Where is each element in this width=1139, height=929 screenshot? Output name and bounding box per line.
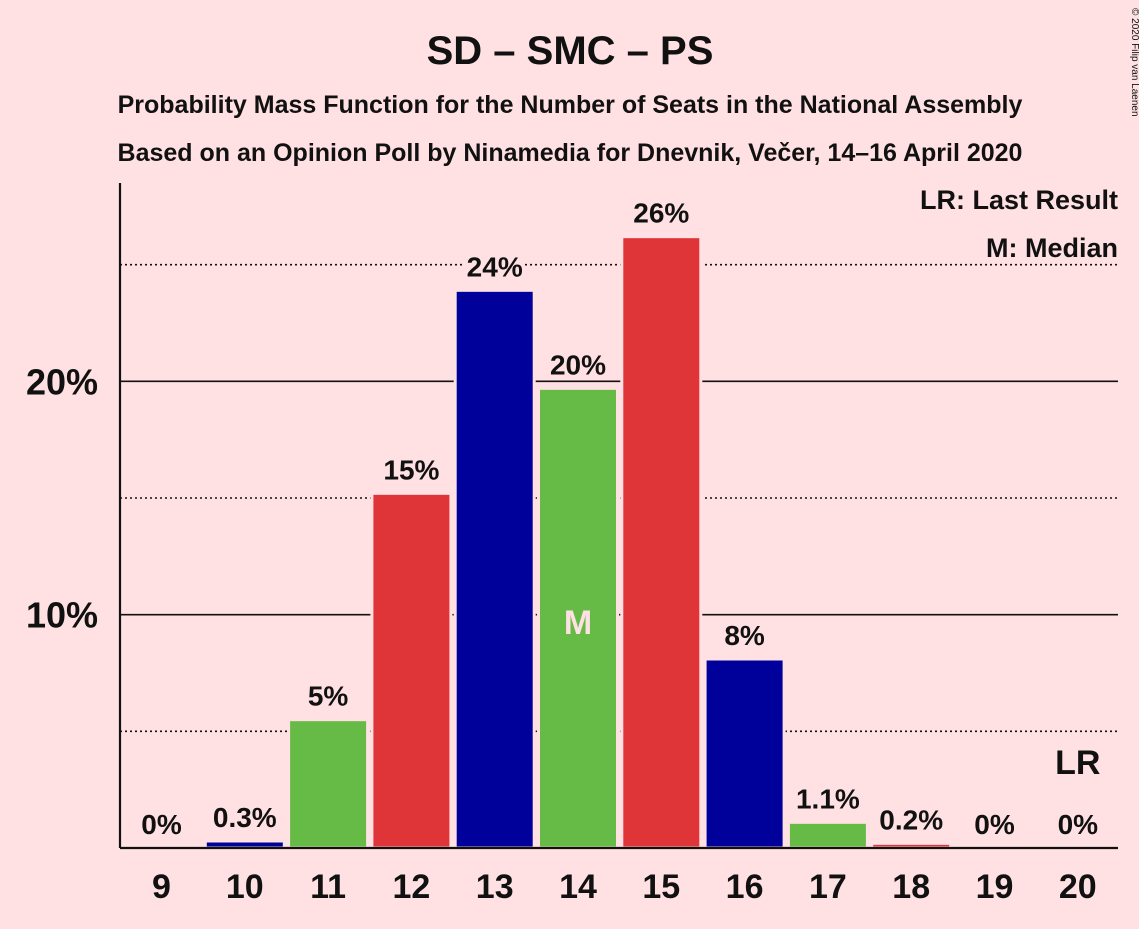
bar-seats-15 — [620, 235, 703, 850]
bar-value-label: 0.2% — [879, 804, 943, 835]
x-tick-label: 17 — [809, 868, 847, 906]
bar-seats-11 — [287, 718, 370, 850]
bar-value-label: 20% — [550, 349, 606, 380]
copyright-text: © 2020 Filip van Laenen — [1129, 8, 1139, 117]
x-tick-label: 20 — [1059, 868, 1097, 906]
x-tick-label: 11 — [310, 868, 346, 906]
x-tick-label: 10 — [226, 868, 264, 906]
bar-value-label: 0% — [1058, 809, 1099, 840]
x-tick-label: 18 — [892, 868, 930, 906]
x-tick-label: 16 — [726, 868, 764, 906]
y-tick-label: 20% — [26, 361, 98, 402]
bar-value-label: 15% — [383, 454, 439, 485]
bar-seats-12 — [370, 491, 453, 850]
bar-value-label: 0% — [141, 809, 182, 840]
x-tick-label: 12 — [392, 868, 430, 906]
bar-value-label: 5% — [308, 681, 349, 712]
x-tick-label: 13 — [476, 868, 514, 906]
bar-value-label: 0.3% — [213, 802, 277, 833]
x-tick-label: 14 — [559, 868, 597, 906]
legend-median: M: Median — [986, 233, 1118, 263]
last-result-marker: LR — [1055, 744, 1100, 782]
chart-subtitle-1: Probability Mass Function for the Number… — [118, 91, 1023, 119]
bar-value-label: 26% — [633, 198, 689, 229]
bar-value-label: 0% — [974, 809, 1015, 840]
bar-seats-14 — [537, 386, 619, 850]
y-tick-label: 10% — [26, 595, 98, 636]
legend-last-result: LR: Last Result — [920, 185, 1118, 215]
x-tick-label: 9 — [152, 868, 171, 906]
x-tick-label: 15 — [642, 868, 680, 906]
bar-value-label: 1.1% — [796, 783, 860, 814]
median-marker: M — [564, 604, 592, 642]
bar-seats-17 — [786, 820, 869, 850]
chart-subtitle-2: Based on an Opinion Poll by Ninamedia fo… — [118, 139, 1023, 167]
chart-title: SD – SMC – PS — [427, 29, 714, 73]
bar-seats-16 — [703, 657, 786, 850]
bar-seats-13 — [453, 288, 536, 850]
bar-value-label: 24% — [467, 251, 523, 282]
x-tick-label: 19 — [976, 868, 1014, 906]
plot-area: 10% 20% 0% 9 0.3% 10 5% 11 15% 12 24% 13 20% 14 26% 15 8… — [26, 183, 1118, 906]
bar-value-label: 8% — [724, 620, 765, 651]
